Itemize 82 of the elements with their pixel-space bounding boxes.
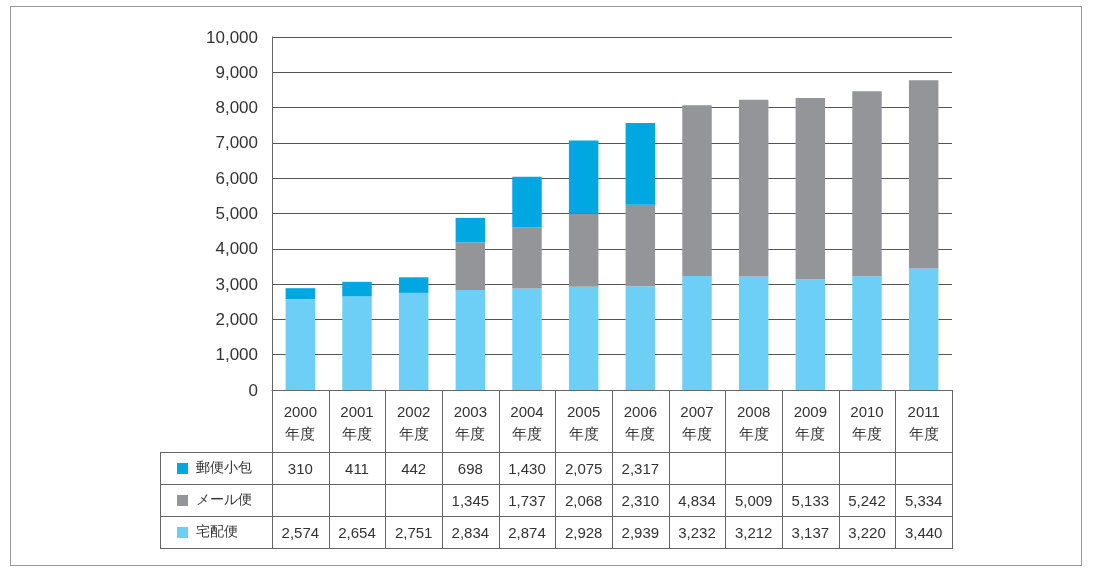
data-label: 2,834 <box>451 523 490 541</box>
data-label: 4,834 <box>678 491 716 509</box>
data-label: 2,928 <box>564 523 603 541</box>
x-tick-label: 2004 年度 <box>510 402 544 442</box>
data-label: 5,133 <box>791 491 830 509</box>
data-label: 5,334 <box>904 491 943 509</box>
data-label: 3,212 <box>734 523 773 541</box>
data-label: 411 <box>345 459 369 477</box>
x-tick-label: 2010 年度 <box>850 402 884 442</box>
bar <box>512 288 542 390</box>
bar <box>908 80 939 269</box>
x-tick-label: 2011 年度 <box>907 402 940 442</box>
data-label: 442 <box>401 459 427 477</box>
data-label: 2,751 <box>394 523 433 541</box>
bar <box>342 281 372 297</box>
x-tick-label: 2003 年度 <box>453 402 488 442</box>
y-tick-label: 5,000 <box>215 204 258 223</box>
bar <box>455 289 486 390</box>
bar <box>682 105 712 276</box>
y-tick-label: 2,000 <box>215 309 258 329</box>
x-tick-label: 2002 年度 <box>396 402 431 442</box>
data-label: 2,075 <box>564 459 603 477</box>
bar <box>795 279 826 390</box>
legend-label: 郵便小包 <box>196 459 252 477</box>
bar <box>795 98 826 280</box>
data-label: 2,317 <box>621 459 660 477</box>
bar <box>455 217 486 243</box>
x-tick-label: 2000 年度 <box>283 402 318 442</box>
x-tick-label: 2005 年度 <box>566 402 601 442</box>
bar <box>625 286 656 390</box>
bar <box>738 276 769 390</box>
bar <box>568 213 599 287</box>
y-tick-label: 1,000 <box>215 345 258 365</box>
bar <box>398 277 429 293</box>
data-label: 3,137 <box>791 523 830 541</box>
data-label: 310 <box>287 459 313 477</box>
bar <box>512 176 542 228</box>
bar <box>568 140 599 214</box>
data-label: 2,654 <box>338 523 376 541</box>
legend-label: 宅配便 <box>196 523 238 541</box>
x-tick-label: 2009 年度 <box>793 402 828 442</box>
data-label: 1,345 <box>451 491 490 509</box>
y-tick-label: 9,000 <box>215 62 258 82</box>
bar <box>625 204 656 287</box>
data-label: 2,310 <box>621 491 660 509</box>
y-tick-label: 8,000 <box>215 98 258 118</box>
data-label: 2,574 <box>281 523 320 541</box>
y-tick-label: 3,000 <box>215 274 258 294</box>
y-tick-label: 4,000 <box>215 239 258 259</box>
bar <box>285 288 316 300</box>
x-tick-label: 2001 年度 <box>340 402 374 442</box>
data-label: 3,440 <box>904 523 943 541</box>
y-tick-label: 7,000 <box>215 133 258 153</box>
legend-label: メール便 <box>196 491 252 509</box>
bar <box>852 91 882 277</box>
data-label: 3,220 <box>848 523 886 541</box>
data-label: 2,068 <box>564 491 603 509</box>
x-tick-label: 2007 年度 <box>680 402 714 442</box>
bar <box>625 122 656 205</box>
x-tick-label: 2006 年度 <box>623 402 658 442</box>
data-label: 698 <box>457 459 483 477</box>
data-label: 2,874 <box>508 523 546 541</box>
bar <box>852 276 882 390</box>
bar <box>398 292 429 390</box>
y-tick-label: 0 <box>248 380 258 400</box>
data-label: 3,232 <box>678 523 716 541</box>
bar <box>738 99 769 277</box>
data-label: 2,939 <box>621 523 660 541</box>
bar <box>285 299 316 390</box>
y-tick-label: 6,000 <box>215 168 258 188</box>
bar <box>455 242 486 290</box>
data-label: 1,430 <box>508 459 546 477</box>
data-label: 5,242 <box>848 491 886 509</box>
data-label: 5,009 <box>734 491 773 509</box>
bar <box>342 296 372 390</box>
x-tick-label: 2008 年度 <box>736 402 771 442</box>
y-tick-label: 10,000 <box>206 27 258 47</box>
bar <box>512 227 542 289</box>
bar <box>568 286 599 390</box>
data-label: 1,737 <box>508 491 546 509</box>
bar <box>682 275 712 390</box>
bar <box>908 268 939 390</box>
